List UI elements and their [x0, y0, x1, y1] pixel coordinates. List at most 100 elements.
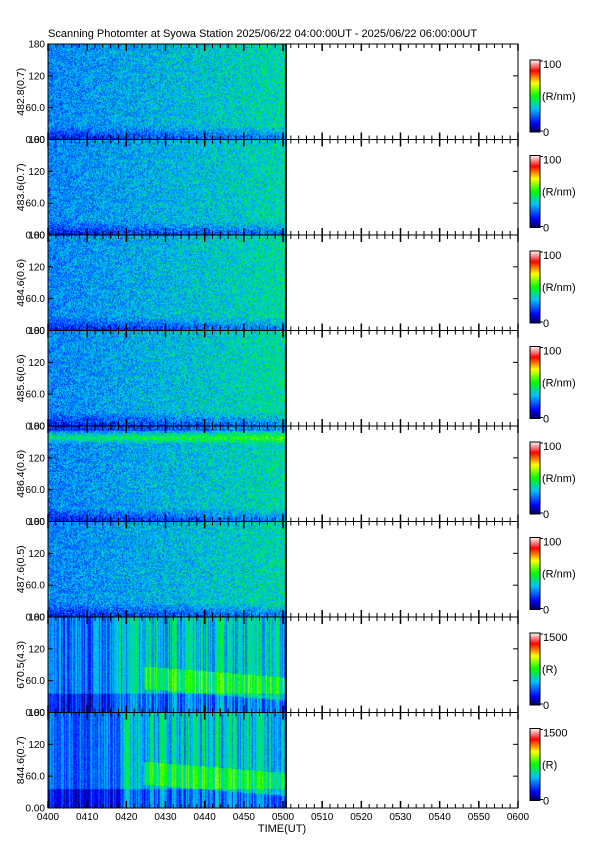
y-tick-label: 120 [28, 644, 45, 655]
y-tick-label: 180 [28, 326, 45, 337]
x-axis: 0400 0410 0420 0430 0440 0450 0500 0510 0520 0530… [37, 812, 530, 823]
x-tick-label: 0450 [233, 812, 256, 823]
heatmap-panel-1 [48, 44, 286, 140]
x-tick-label: 0420 [115, 812, 138, 823]
y-tick-label: 180 [28, 135, 45, 146]
panel-ylabel: 485.6(0.6) [15, 354, 27, 402]
colorbar-min-label: 0 [543, 509, 549, 521]
colorbar-unit-label: (R/nm) [542, 473, 576, 485]
panel-ylabel: 487.6(0.5) [15, 545, 27, 593]
y-tick-label: 180 [28, 40, 45, 51]
colorbar [529, 537, 541, 610]
colorbar-min-label: 0 [543, 414, 549, 426]
colorbar-max-label: 100 [543, 441, 561, 453]
y-tick-label: 0.00 [26, 231, 46, 242]
x-tick-label: 0440 [194, 812, 217, 823]
x-tick-label: 0430 [154, 812, 177, 823]
colorbar-min-label: 0 [543, 318, 549, 330]
colorbar-unit-label: (R) [542, 664, 557, 676]
panel-6: 0.00 60.0 120 180 487.6(0.5) 100 (R/nm) 0 [15, 517, 576, 624]
y-tick-label: 180 [28, 517, 45, 528]
heatmap-panel-4 [48, 330, 286, 426]
colorbar-min-label: 0 [543, 700, 549, 712]
y-tick-label: 120 [28, 167, 45, 178]
y-tick-label: 60.0 [26, 199, 46, 210]
colorbar-unit-label: (R/nm) [542, 378, 576, 390]
y-tick-label: 120 [28, 549, 45, 560]
colorbar [529, 250, 541, 324]
heatmap-panel-2 [48, 139, 286, 235]
colorbar-max-label: 100 [543, 346, 561, 358]
colorbar-max-label: 100 [543, 59, 561, 71]
y-tick-label: 0.00 [26, 804, 46, 815]
x-tick-label: 0410 [76, 812, 99, 823]
y-tick-label: 120 [28, 740, 45, 751]
y-tick-label: 0.00 [26, 517, 46, 528]
colorbar [529, 441, 541, 515]
panel-8: 0.00 60.0 120 180 844.6(0.7) 1500 (R) 0 [15, 708, 567, 815]
chart-title: Scanning Photomter at Syowa Station 2025… [48, 28, 477, 40]
panel-2: 0.00 60.0 120 180 483.6(0.7) 100 (R/nm) 0 [15, 135, 576, 242]
y-tick-label: 60.0 [26, 485, 46, 496]
y-tick-label: 0.00 [26, 422, 46, 433]
colorbar [529, 346, 541, 419]
colorbar-unit-label: (R/nm) [542, 187, 576, 199]
x-axis-label: TIME(UT) [258, 823, 306, 835]
x-tick-label: 0400 [37, 812, 60, 823]
x-tick-label: 0600 [507, 812, 530, 823]
y-tick-label: 0.00 [26, 135, 46, 146]
y-tick-label: 180 [28, 231, 45, 242]
heatmap-panel-5 [48, 426, 286, 522]
heatmap-panel-6 [48, 521, 286, 617]
y-tick-label: 180 [28, 422, 45, 433]
panel-ylabel: 844.6(0.7) [15, 736, 27, 784]
y-tick-label: 180 [28, 708, 45, 719]
panel-ylabel: 484.6(0.6) [15, 259, 27, 307]
y-tick-label: 60.0 [26, 772, 46, 783]
colorbar [529, 59, 541, 133]
x-tick-label: 0500 [272, 812, 295, 823]
colorbar-unit-label: (R/nm) [542, 91, 576, 103]
panel-ylabel: 486.4(0.6) [15, 450, 27, 498]
x-tick-label: 0550 [468, 812, 491, 823]
x-tick-label: 0540 [429, 812, 452, 823]
colorbar-min-label: 0 [543, 223, 549, 235]
heatmap-panel-8 [48, 712, 286, 808]
y-tick-label: 180 [28, 613, 45, 624]
panel-ylabel: 483.6(0.7) [15, 163, 27, 211]
y-tick-label: 0.00 [26, 708, 46, 719]
colorbar-min-label: 0 [543, 605, 549, 617]
x-tick-label: 0520 [350, 812, 373, 823]
panel-1: 0.00 60.0 120 180 482.8(0.7) 100 (R/nm) 0 [15, 40, 576, 147]
colorbar-min-label: 0 [543, 127, 549, 139]
y-tick-label: 60.0 [26, 676, 46, 687]
y-tick-label: 60.0 [26, 103, 46, 114]
x-tick-label: 0510 [311, 812, 334, 823]
colorbar [529, 155, 541, 228]
colorbar-max-label: 100 [543, 250, 561, 262]
panel-7: 0.00 60.0 120 180 670.5(4.3) 1500 (R) 0 [15, 613, 567, 720]
colorbar [529, 728, 541, 801]
y-tick-label: 0.00 [26, 326, 46, 337]
y-tick-label: 60.0 [26, 390, 46, 401]
colorbar [529, 632, 541, 706]
panel-4: 0.00 60.0 120 180 485.6(0.6) 100 (R/nm) 0 [15, 326, 576, 433]
colorbar-max-label: 100 [543, 155, 561, 167]
colorbar-unit-label: (R/nm) [542, 569, 576, 581]
heatmap-panel-7 [48, 617, 286, 713]
colorbar-max-label: 1500 [543, 728, 567, 740]
colorbar-max-label: 1500 [543, 632, 567, 644]
y-tick-label: 120 [28, 262, 45, 273]
colorbar-min-label: 0 [543, 796, 549, 808]
panel-3: 0.00 60.0 120 180 484.6(0.6) 100 (R/nm) 0 [15, 231, 576, 338]
colorbar-unit-label: (R) [542, 760, 557, 772]
colorbar-unit-label: (R/nm) [542, 282, 576, 294]
y-tick-label: 120 [28, 358, 45, 369]
colorbar-max-label: 100 [543, 537, 561, 549]
y-tick-label: 60.0 [26, 581, 46, 592]
panels-group: 0.00 60.0 120 180 482.8(0.7) 100 (R/nm) 0 0.00 60… [15, 40, 576, 815]
panel-ylabel: 670.5(4.3) [15, 641, 27, 689]
panel-5: 0.00 60.0 120 180 486.4(0.6) 100 (R/nm) 0 [15, 422, 576, 529]
y-tick-label: 60.0 [26, 294, 46, 305]
